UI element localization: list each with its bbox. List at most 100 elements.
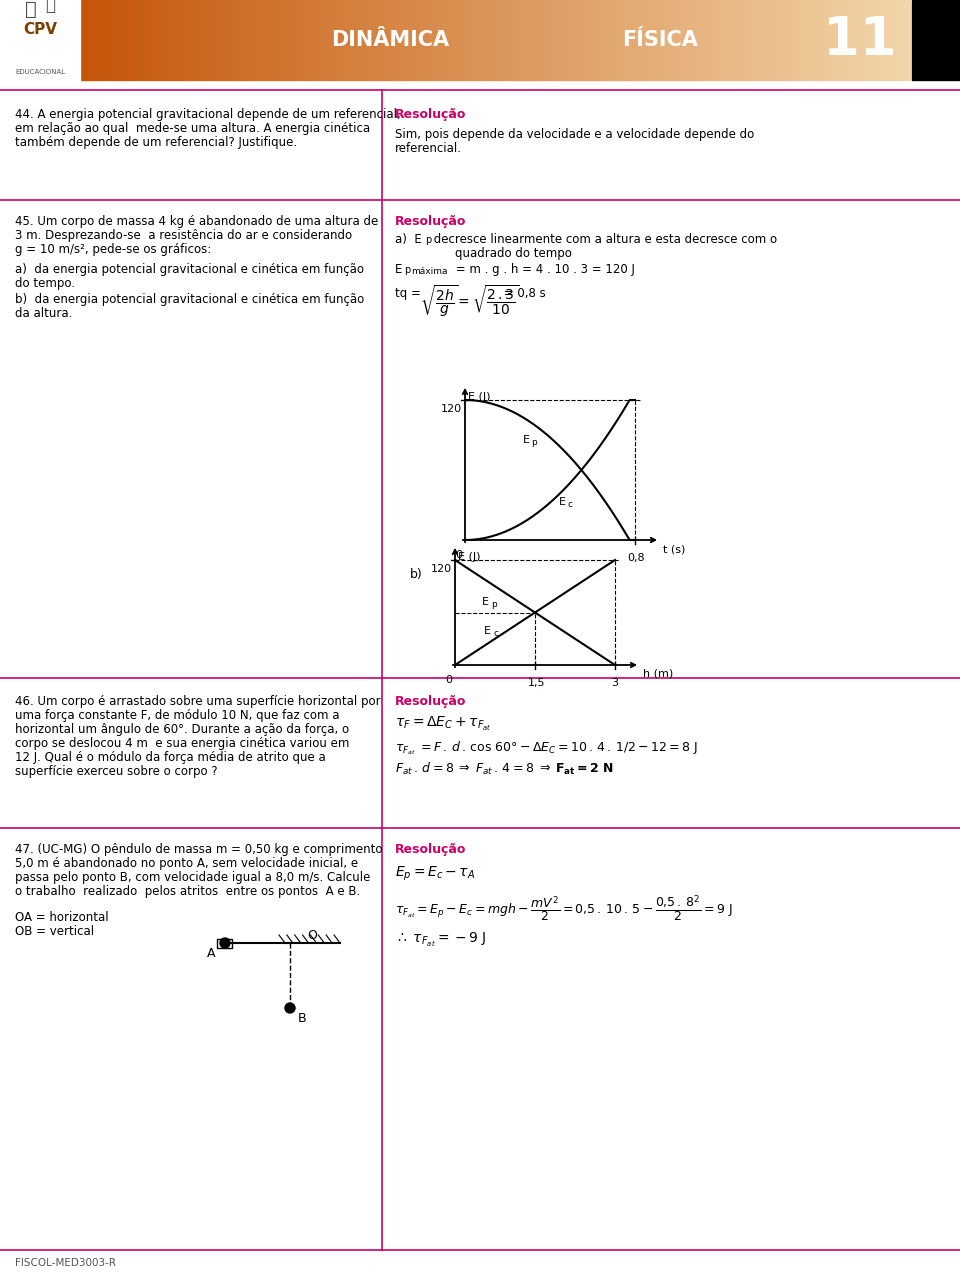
Bar	[346, 0, 348, 80]
Text: passa pelo ponto B, com velocidade igual a 8,0 m/s. Calcule: passa pelo ponto B, com velocidade igual…	[15, 871, 371, 884]
Bar	[901, 0, 904, 80]
Bar	[672, 0, 675, 80]
Bar	[564, 0, 567, 80]
Bar	[144, 0, 146, 80]
Bar	[650, 0, 653, 80]
Bar	[584, 0, 587, 80]
Bar	[732, 0, 735, 80]
Bar	[174, 0, 177, 80]
Bar	[544, 0, 547, 80]
Bar	[537, 0, 540, 80]
Bar	[406, 0, 409, 80]
Bar	[827, 0, 829, 80]
Bar	[622, 0, 625, 80]
Text: 3 m. Desprezando-se  a resistência do ar e considerando: 3 m. Desprezando-se a resistência do ar …	[15, 229, 352, 242]
Bar	[207, 0, 210, 80]
Bar	[163, 0, 166, 80]
Bar	[591, 0, 594, 80]
Bar	[509, 0, 512, 80]
Bar	[285, 0, 287, 80]
Bar	[404, 0, 406, 80]
Text: O: O	[307, 929, 317, 941]
Text: quadrado do tempo: quadrado do tempo	[455, 247, 572, 260]
Bar	[628, 0, 631, 80]
Text: E: E	[482, 598, 489, 608]
Bar	[478, 0, 481, 80]
Text: 47. (UC-MG) O pêndulo de massa m = 0,50 kg e comprimento: 47. (UC-MG) O pêndulo de massa m = 0,50 …	[15, 843, 382, 856]
Text: b): b)	[410, 568, 422, 581]
Bar	[254, 0, 257, 80]
Bar	[857, 0, 860, 80]
Bar	[735, 0, 738, 80]
Bar	[522, 0, 525, 80]
Bar	[594, 0, 597, 80]
Bar	[741, 0, 744, 80]
Bar	[666, 0, 669, 80]
Bar	[337, 0, 340, 80]
Bar	[182, 0, 185, 80]
Bar	[124, 0, 127, 80]
Bar	[547, 0, 550, 80]
Bar	[127, 0, 130, 80]
Bar	[708, 0, 710, 80]
Bar	[844, 0, 847, 80]
Bar	[825, 0, 827, 80]
Bar	[797, 0, 800, 80]
Text: $\sqrt{\dfrac{2h}{g}}$: $\sqrt{\dfrac{2h}{g}}$	[420, 283, 459, 318]
Bar	[659, 0, 661, 80]
Bar	[130, 0, 132, 80]
Bar	[265, 0, 268, 80]
Bar	[263, 0, 265, 80]
Bar	[780, 0, 782, 80]
Bar	[688, 0, 691, 80]
Bar	[575, 0, 578, 80]
Bar	[470, 0, 473, 80]
Bar	[872, 0, 874, 80]
Bar	[625, 0, 628, 80]
Bar	[863, 0, 866, 80]
Bar	[412, 0, 415, 80]
Bar	[854, 0, 857, 80]
Bar	[562, 0, 564, 80]
Bar	[803, 0, 804, 80]
Bar	[188, 0, 191, 80]
Bar	[252, 0, 254, 80]
Bar	[531, 0, 534, 80]
Bar	[290, 0, 293, 80]
Bar	[885, 0, 888, 80]
Bar	[456, 0, 459, 80]
Bar	[542, 0, 544, 80]
Bar	[329, 0, 332, 80]
Bar	[492, 0, 495, 80]
Bar	[91, 0, 94, 80]
Text: A: A	[207, 947, 215, 961]
Text: FÍSICA: FÍSICA	[622, 31, 698, 50]
Bar	[390, 0, 393, 80]
Bar	[888, 0, 891, 80]
Text: DINÂMICA: DINÂMICA	[331, 31, 449, 50]
Text: corpo se deslocou 4 m  e sua energia cinética variou em: corpo se deslocou 4 m e sua energia ciné…	[15, 736, 349, 750]
Text: = 0,8 s: = 0,8 s	[500, 287, 545, 299]
Bar	[169, 0, 171, 80]
Bar	[691, 0, 694, 80]
Bar	[119, 0, 122, 80]
Bar	[387, 0, 390, 80]
Bar	[332, 0, 334, 80]
Bar	[685, 0, 688, 80]
Bar	[556, 0, 559, 80]
Bar	[763, 0, 766, 80]
Text: 120: 120	[431, 564, 452, 575]
Bar	[578, 0, 581, 80]
Text: Resolução: Resolução	[395, 696, 467, 708]
Bar	[232, 0, 235, 80]
Text: 46. Um corpo é arrastado sobre uma superfície horizontal por: 46. Um corpo é arrastado sobre uma super…	[15, 696, 380, 708]
Bar	[490, 0, 492, 80]
Bar	[379, 0, 381, 80]
Bar	[88, 0, 91, 80]
Bar	[835, 0, 838, 80]
Bar	[116, 0, 119, 80]
Bar	[423, 0, 426, 80]
Bar	[788, 0, 791, 80]
Bar	[634, 0, 636, 80]
Bar	[307, 0, 310, 80]
